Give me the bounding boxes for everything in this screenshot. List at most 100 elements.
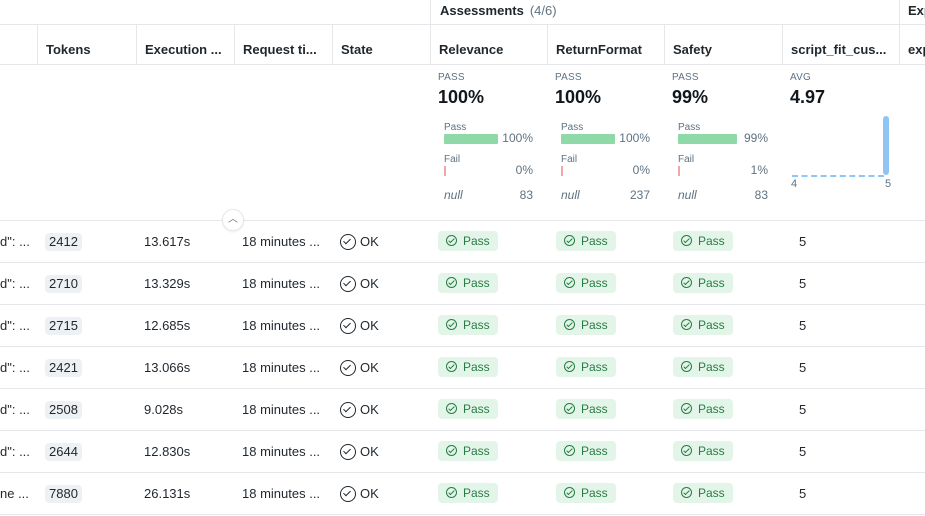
return-format-cell[interactable]: Pass <box>556 221 661 263</box>
column-header-safety[interactable]: Safety <box>664 25 782 65</box>
relevance-cell[interactable]: Pass <box>438 389 543 431</box>
pass-badge[interactable]: Pass <box>438 230 498 251</box>
pass-badge[interactable]: Pass <box>556 272 616 293</box>
pass-badge[interactable]: Pass <box>556 230 616 251</box>
check-circle-icon <box>681 361 692 372</box>
table-row[interactable]: d": ... 2421 13.066s 18 minutes ... OK Pass Pa… <box>0 347 925 389</box>
request-cell[interactable]: d": ... <box>0 444 30 459</box>
summary-kicker: AVG <box>790 72 811 83</box>
pass-badge[interactable]: Pass <box>673 272 733 293</box>
safety-cell[interactable]: Pass <box>673 305 778 347</box>
return-format-cell[interactable]: Pass <box>556 263 661 305</box>
column-header-return-format[interactable]: ReturnFormat <box>547 25 664 65</box>
request-cell[interactable]: d": ... <box>0 360 30 375</box>
table-row[interactable]: d": ... 2715 12.685s 18 minutes ... OK Pass Pa… <box>0 305 925 347</box>
relevance-cell[interactable]: Pass <box>438 431 543 473</box>
column-header-relevance[interactable]: Relevance <box>430 25 547 65</box>
pass-badge[interactable]: Pass <box>673 356 733 377</box>
pass-badge[interactable]: Pass <box>438 482 498 503</box>
safety-cell[interactable]: Pass <box>673 221 778 263</box>
histogram-bar[interactable] <box>883 116 889 175</box>
relevance-cell[interactable]: Pass <box>438 347 543 389</box>
pass-badge[interactable]: Pass <box>556 440 616 461</box>
execution-cell: 9.028s <box>144 402 184 417</box>
check-circle-icon <box>446 319 457 330</box>
summary-relevance: PASS 100% Pass 100% Fail 0% null 83 <box>430 65 547 221</box>
pass-badge[interactable]: Pass <box>556 314 616 335</box>
script-fit-cell: 5 <box>799 486 807 501</box>
pass-badge[interactable]: Pass <box>556 482 616 503</box>
pass-badge[interactable]: Pass <box>438 440 498 461</box>
column-header-state[interactable]: State <box>332 25 430 65</box>
return-format-cell[interactable]: Pass <box>556 431 661 473</box>
safety-cell[interactable]: Pass <box>673 473 778 515</box>
request-cell[interactable]: d": ... <box>0 402 30 417</box>
relevance-cell[interactable]: Pass <box>438 473 543 515</box>
pass-badge-label: Pass <box>581 233 608 248</box>
column-header-execution[interactable]: Execution ... <box>136 25 234 65</box>
pass-badge[interactable]: Pass <box>673 314 733 335</box>
pass-badge[interactable]: Pass <box>556 356 616 377</box>
pass-label: Pass <box>678 122 701 133</box>
request-cell[interactable]: ne ... <box>0 486 29 501</box>
column-header-exp[interactable]: exp <box>899 25 925 65</box>
return-format-cell[interactable]: Pass <box>556 389 661 431</box>
script-fit-cell: 5 <box>799 360 807 375</box>
pass-badge-label: Pass <box>463 443 490 458</box>
safety-cell[interactable]: Pass <box>673 431 778 473</box>
safety-cell[interactable]: Pass <box>673 263 778 305</box>
request-time-cell: 18 minutes ... <box>242 234 321 249</box>
state-cell: OK <box>340 473 428 515</box>
return-format-cell[interactable]: Pass <box>556 305 661 347</box>
check-circle-icon <box>681 277 692 288</box>
pass-badge[interactable]: Pass <box>673 482 733 503</box>
expectations-group-header[interactable]: Exp <box>899 0 925 25</box>
table-row[interactable]: d": ... 2644 12.830s 18 minutes ... OK Pass Pa… <box>0 431 925 473</box>
request-time-cell: 18 minutes ... <box>242 318 321 333</box>
table-row[interactable]: d": ... 2710 13.329s 18 minutes ... OK Pass Pa… <box>0 263 925 305</box>
pass-badge[interactable]: Pass <box>438 272 498 293</box>
column-header-script-fit[interactable]: script_fit_cus... <box>782 25 899 65</box>
check-circle-icon <box>446 235 457 246</box>
state-label: OK <box>360 234 379 249</box>
relevance-cell[interactable]: Pass <box>438 305 543 347</box>
return-format-cell[interactable]: Pass <box>556 347 661 389</box>
request-cell[interactable]: d": ... <box>0 276 30 291</box>
pass-bar <box>678 134 737 144</box>
request-cell[interactable]: d": ... <box>0 318 30 333</box>
relevance-cell[interactable]: Pass <box>438 221 543 263</box>
pass-badge[interactable]: Pass <box>673 230 733 251</box>
check-circle-icon <box>681 487 692 498</box>
pass-badge[interactable]: Pass <box>438 398 498 419</box>
return-format-cell[interactable]: Pass <box>556 473 661 515</box>
relevance-cell[interactable]: Pass <box>438 263 543 305</box>
safety-cell[interactable]: Pass <box>673 389 778 431</box>
pass-badge[interactable]: Pass <box>438 314 498 335</box>
pass-badge-label: Pass <box>463 275 490 290</box>
pass-badge-label: Pass <box>698 233 725 248</box>
pass-badge[interactable]: Pass <box>673 440 733 461</box>
summary-safety: PASS 99% Pass 99% Fail 1% null 83 <box>664 65 782 221</box>
check-circle-icon <box>446 445 457 456</box>
pass-badge[interactable]: Pass <box>556 398 616 419</box>
table-row[interactable]: d": ... 2412 13.617s 18 minutes ... OK Pass Pa… <box>0 221 925 263</box>
check-circle-icon <box>340 360 356 376</box>
pass-badge[interactable]: Pass <box>438 356 498 377</box>
column-header-request-time[interactable]: Request ti... <box>234 25 332 65</box>
fail-bar <box>561 166 563 176</box>
column-header-tokens[interactable]: Tokens <box>37 25 136 65</box>
request-cell[interactable]: d": ... <box>0 234 30 249</box>
tokens-badge: 2508 <box>45 401 82 419</box>
pass-percent: 100% <box>502 131 533 145</box>
table-row[interactable]: ne ... 7880 26.131s 18 minutes ... OK Pass Pas… <box>0 473 925 515</box>
table-row[interactable]: d": ... 2508 9.028s 18 minutes ... OK Pass Pas… <box>0 389 925 431</box>
check-circle-icon <box>340 234 356 250</box>
check-circle-icon <box>446 361 457 372</box>
safety-cell[interactable]: Pass <box>673 347 778 389</box>
state-cell: OK <box>340 347 428 389</box>
summary-value: 100% <box>438 87 485 107</box>
pass-badge[interactable]: Pass <box>673 398 733 419</box>
assessments-group-header[interactable]: Assessments (4/6) <box>430 0 900 25</box>
collapse-summary-button[interactable]: ︿ <box>222 209 244 231</box>
script-fit-cell: 5 <box>799 402 807 417</box>
